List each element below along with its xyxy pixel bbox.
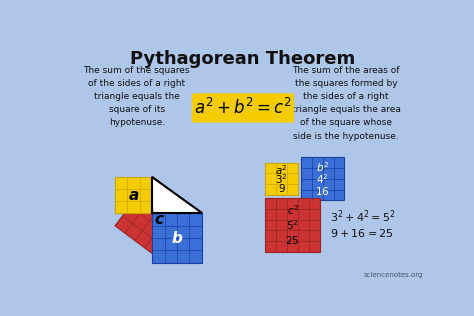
Text: $9$: $9$ (278, 182, 286, 194)
Text: a: a (128, 187, 139, 203)
Text: $a^2 + b^2 = c^2$: $a^2 + b^2 = c^2$ (194, 98, 292, 118)
Text: $16$: $16$ (316, 185, 330, 197)
Text: $5^2$: $5^2$ (286, 218, 299, 232)
Text: sciencenotes.org: sciencenotes.org (364, 272, 423, 278)
Text: $c^2$: $c^2$ (286, 203, 299, 217)
Text: $9 + 16 = 25$: $9 + 16 = 25$ (330, 227, 394, 239)
Text: The sum of the squares
of the sides of a right
triangle equals the
square of its: The sum of the squares of the sides of a… (83, 66, 190, 127)
Text: Pythagorean Theorem: Pythagorean Theorem (130, 50, 356, 68)
Polygon shape (152, 214, 202, 263)
Text: b: b (172, 231, 182, 246)
Polygon shape (115, 177, 202, 263)
Text: The sum of the areas of
the squares formed by
the sides of a right
triangle equa: The sum of the areas of the squares form… (292, 66, 401, 141)
Text: $25$: $25$ (285, 234, 300, 246)
Text: $4^2$: $4^2$ (317, 172, 329, 186)
Text: $a^2$: $a^2$ (275, 163, 288, 177)
Polygon shape (115, 177, 152, 214)
Text: $3^2 + 4^2 = 5^2$: $3^2 + 4^2 = 5^2$ (330, 209, 396, 225)
FancyBboxPatch shape (265, 163, 298, 195)
FancyBboxPatch shape (301, 157, 345, 200)
Text: $b^2$: $b^2$ (316, 160, 329, 174)
Text: c: c (154, 212, 163, 227)
Polygon shape (152, 177, 202, 214)
Text: $3^2$: $3^2$ (275, 172, 288, 186)
FancyBboxPatch shape (192, 93, 294, 123)
FancyBboxPatch shape (265, 198, 319, 252)
